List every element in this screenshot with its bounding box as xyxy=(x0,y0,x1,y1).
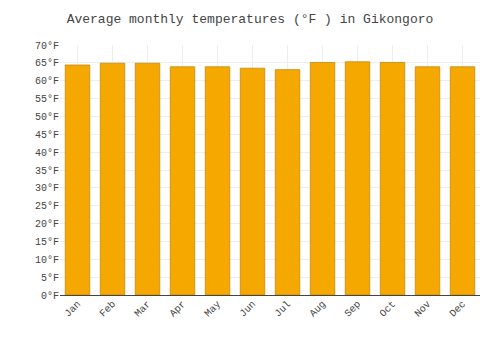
svg-text:May: May xyxy=(203,299,224,320)
svg-text:50°F: 50°F xyxy=(35,112,59,123)
svg-text:Sep: Sep xyxy=(343,299,364,320)
svg-text:30°F: 30°F xyxy=(35,183,59,194)
svg-text:5°F: 5°F xyxy=(41,273,59,284)
svg-text:Mar: Mar xyxy=(133,299,154,320)
svg-text:Jun: Jun xyxy=(238,299,259,320)
svg-text:35°F: 35°F xyxy=(35,166,59,177)
svg-text:Jul: Jul xyxy=(273,299,294,320)
svg-text:70°F: 70°F xyxy=(35,41,59,52)
svg-text:Feb: Feb xyxy=(98,299,119,320)
svg-text:Jan: Jan xyxy=(63,299,84,320)
svg-text:10°F: 10°F xyxy=(35,255,59,266)
svg-text:15°F: 15°F xyxy=(35,237,59,248)
svg-text:0°F: 0°F xyxy=(41,291,59,302)
svg-text:40°F: 40°F xyxy=(35,148,59,159)
svg-text:55°F: 55°F xyxy=(35,94,59,105)
svg-text:65°F: 65°F xyxy=(35,58,59,69)
svg-text:Nov: Nov xyxy=(413,299,434,320)
svg-text:Dec: Dec xyxy=(448,299,469,320)
svg-text:60°F: 60°F xyxy=(35,76,59,87)
svg-text:Apr: Apr xyxy=(168,299,189,320)
svg-text:Average monthly temperatures (: Average monthly temperatures (°F ) in Gi… xyxy=(67,12,434,27)
svg-text:25°F: 25°F xyxy=(35,201,59,212)
svg-text:Oct: Oct xyxy=(378,299,399,320)
svg-text:20°F: 20°F xyxy=(35,219,59,230)
svg-text:45°F: 45°F xyxy=(35,130,59,141)
svg-text:Aug: Aug xyxy=(308,299,329,320)
